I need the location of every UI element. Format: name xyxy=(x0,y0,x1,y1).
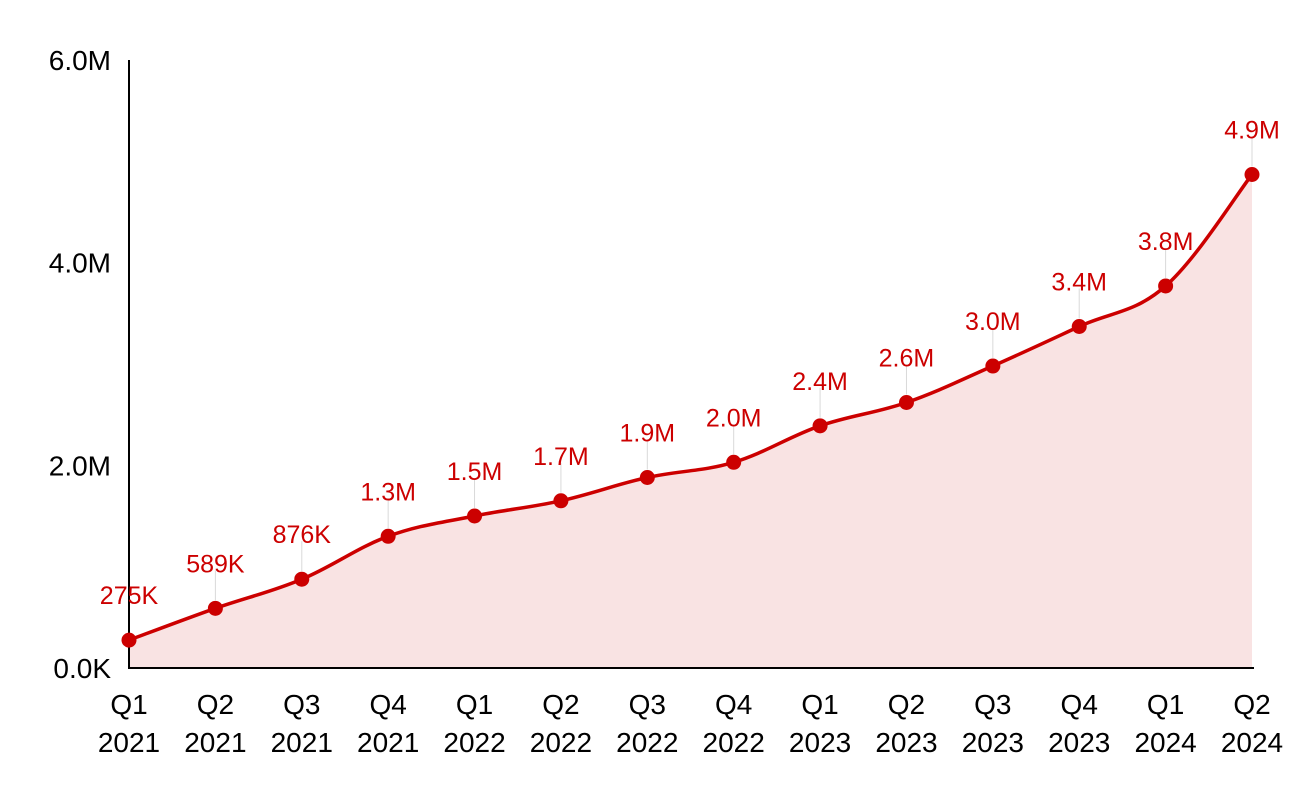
data-point xyxy=(1244,167,1260,183)
data-point xyxy=(121,632,137,648)
y-tick-label: 6.0M xyxy=(49,45,111,76)
area-layer xyxy=(129,174,1252,668)
x-tick-quarter: Q2 xyxy=(542,689,579,720)
x-tick-year: 2021 xyxy=(357,727,419,758)
x-tick-year: 2023 xyxy=(875,727,937,758)
data-point xyxy=(467,508,483,524)
x-tick-quarter: Q2 xyxy=(1233,689,1270,720)
data-label: 2.0M xyxy=(706,404,762,432)
data-point xyxy=(639,469,655,485)
x-tick-year: 2023 xyxy=(1048,727,1110,758)
x-tick-year: 2022 xyxy=(616,727,678,758)
x-tick-quarter: Q1 xyxy=(801,689,838,720)
data-point xyxy=(1158,278,1174,294)
x-tick-quarter: Q2 xyxy=(197,689,234,720)
x-tick-label: Q4 2022 xyxy=(703,689,765,758)
x-tick-quarter: Q1 xyxy=(1147,689,1184,720)
data-label: 3.4M xyxy=(1051,269,1107,297)
x-tick-quarter: Q3 xyxy=(283,689,320,720)
area-fill xyxy=(129,174,1252,668)
data-point xyxy=(207,600,223,616)
data-point xyxy=(553,493,569,509)
x-tick-year: 2022 xyxy=(530,727,592,758)
x-tick-label: Q4 2021 xyxy=(357,689,419,758)
x-tick-year: 2022 xyxy=(703,727,765,758)
leader-layer xyxy=(128,136,1253,633)
x-tick-year: 2024 xyxy=(1134,727,1196,758)
x-tick-label: Q1 2021 xyxy=(98,689,160,758)
x-tick-year: 2022 xyxy=(443,727,505,758)
data-point xyxy=(985,358,1001,374)
x-tick-quarter: Q3 xyxy=(629,689,666,720)
data-label: 1.9M xyxy=(620,419,676,447)
x-tick-quarter: Q2 xyxy=(888,689,925,720)
x-tick-label: Q1 2022 xyxy=(443,689,505,758)
x-tick-quarter: Q4 xyxy=(369,689,406,720)
data-label: 2.4M xyxy=(792,368,848,396)
data-label: 3.0M xyxy=(965,308,1021,336)
x-tick-quarter: Q4 xyxy=(1061,689,1098,720)
y-tick-label: 4.0M xyxy=(49,248,111,279)
data-label: 2.6M xyxy=(879,345,935,373)
data-point xyxy=(812,418,828,434)
x-tick-year: 2024 xyxy=(1221,727,1283,758)
x-tick-label: Q1 2023 xyxy=(789,689,851,758)
data-point xyxy=(380,528,396,544)
data-point xyxy=(1071,319,1087,335)
x-tick-label: Q2 2022 xyxy=(530,689,592,758)
x-tick-year: 2023 xyxy=(789,727,851,758)
x-tick-quarter: Q4 xyxy=(715,689,752,720)
x-tick-label: Q3 2023 xyxy=(962,689,1024,758)
data-label: 1.3M xyxy=(360,478,416,506)
data-label: 589K xyxy=(186,550,245,578)
point-layer xyxy=(121,167,1260,648)
data-point xyxy=(898,395,914,411)
x-tick-quarter: Q3 xyxy=(974,689,1011,720)
data-label: 1.5M xyxy=(447,458,503,486)
x-tick-quarter: Q1 xyxy=(456,689,493,720)
data-point xyxy=(294,571,310,587)
y-tick-label: 0.0K xyxy=(53,653,111,684)
x-tick-label: Q4 2023 xyxy=(1048,689,1110,758)
y-tick-label: 2.0M xyxy=(49,450,111,481)
data-label: 876K xyxy=(273,521,332,549)
data-label: 4.9M xyxy=(1224,117,1280,145)
axis-layer xyxy=(128,60,1254,669)
x-tick-label: Q2 2021 xyxy=(184,689,246,758)
x-tick-label: Q1 2024 xyxy=(1134,689,1196,758)
x-tick-label: Q2 2024 xyxy=(1221,689,1283,758)
x-axis-ticks: Q1 2021 Q2 2021 Q3 2021 Q4 2021 Q1 2022 Q2 2022 Q3 20… xyxy=(98,689,1283,758)
x-tick-year: 2021 xyxy=(271,727,333,758)
x-tick-label: Q2 2023 xyxy=(875,689,937,758)
x-tick-label: Q3 2021 xyxy=(271,689,333,758)
x-tick-year: 2021 xyxy=(184,727,246,758)
label-layer: 275K 589K 876K 1.3M 1.5M 1.7M 1.9M 2.0M 2.4M 2.6M… xyxy=(100,117,1280,611)
data-label: 3.8M xyxy=(1138,228,1194,256)
data-label: 1.7M xyxy=(533,443,589,471)
data-label: 275K xyxy=(100,582,159,610)
x-tick-label: Q3 2022 xyxy=(616,689,678,758)
x-tick-year: 2023 xyxy=(962,727,1024,758)
y-axis-ticks: 0.0K 2.0M 4.0M 6.0M xyxy=(49,45,112,684)
x-tick-quarter: Q1 xyxy=(110,689,147,720)
data-point xyxy=(726,454,742,470)
x-tick-year: 2021 xyxy=(98,727,160,758)
